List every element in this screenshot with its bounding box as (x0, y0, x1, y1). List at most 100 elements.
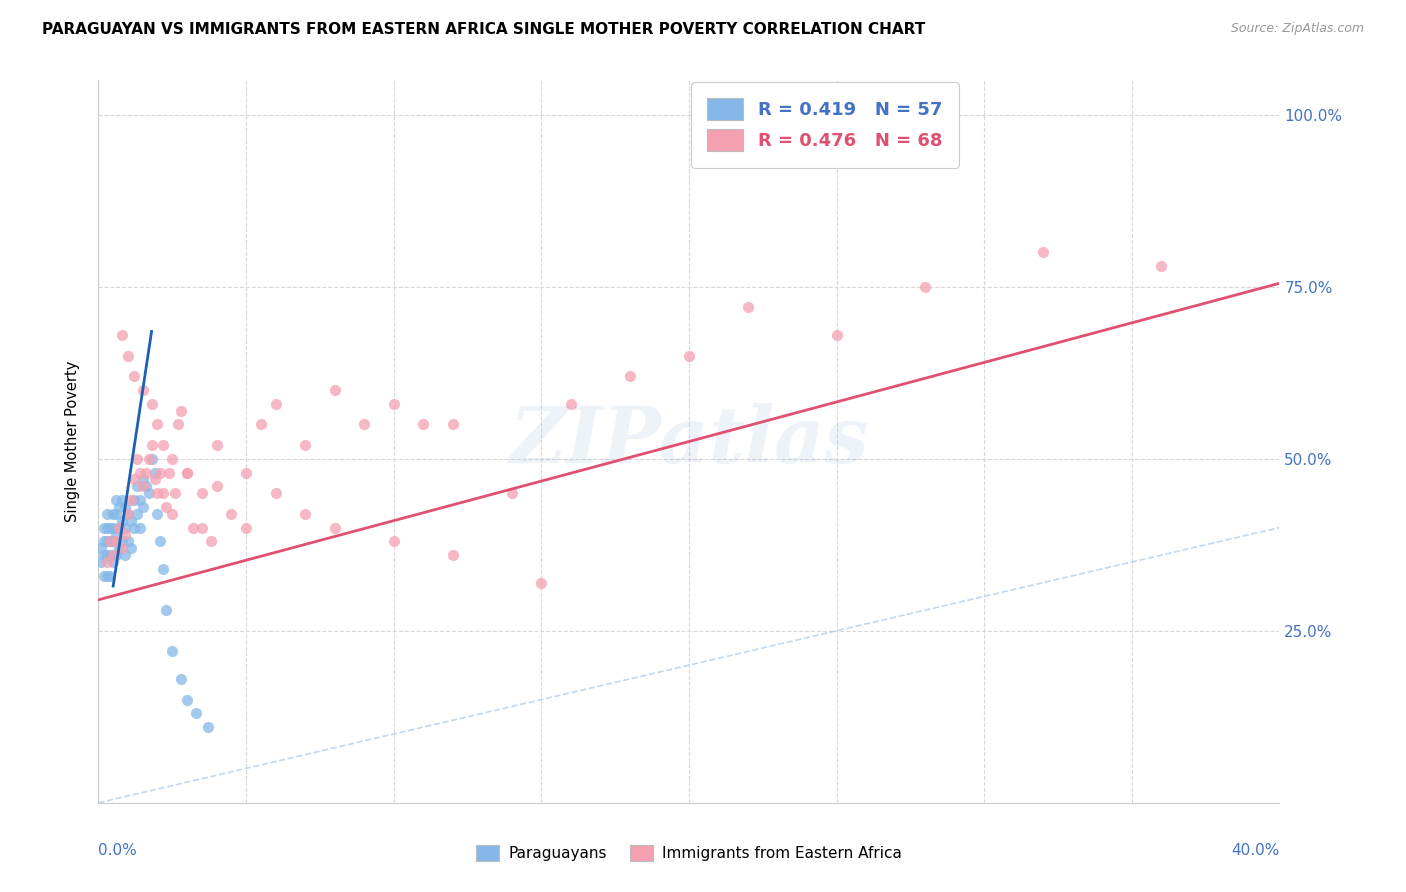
Point (264, 486, 287, 500)
Point (235, 466, 257, 480)
Point (146, 486, 169, 500)
Point (170, 672, 193, 686)
Point (98, 534, 121, 549)
Point (108, 520, 131, 534)
Point (143, 466, 166, 480)
Point (125, 479, 148, 493)
Point (122, 472, 145, 486)
Text: Source: ZipAtlas.com: Source: ZipAtlas.com (1230, 22, 1364, 36)
Point (146, 417, 169, 432)
Point (122, 369, 145, 384)
Point (120, 514, 142, 528)
Point (205, 479, 228, 493)
Point (323, 520, 346, 534)
Point (530, 575, 553, 590)
Point (143, 472, 166, 486)
Point (98, 548, 121, 562)
Y-axis label: Single Mother Poverty: Single Mother Poverty (65, 361, 80, 522)
Point (135, 479, 157, 493)
Point (125, 451, 148, 466)
Point (122, 520, 145, 534)
Point (382, 534, 405, 549)
Point (105, 527, 128, 541)
Point (117, 534, 139, 549)
Point (117, 349, 139, 363)
Point (152, 562, 174, 576)
Point (111, 514, 134, 528)
Point (1150, 259, 1173, 273)
Point (353, 417, 375, 432)
Point (176, 466, 198, 480)
Point (105, 534, 128, 549)
Point (103, 507, 125, 521)
Point (162, 507, 183, 521)
Point (184, 706, 207, 721)
Point (138, 451, 160, 466)
Point (96, 507, 118, 521)
Point (98, 568, 121, 582)
Point (128, 466, 150, 480)
Point (221, 507, 243, 521)
Point (294, 507, 316, 521)
Point (105, 493, 128, 508)
Point (96, 534, 118, 549)
Point (128, 520, 150, 534)
Point (1032, 245, 1054, 260)
Point (155, 500, 177, 514)
Point (103, 555, 125, 569)
Point (132, 479, 155, 493)
Point (197, 720, 219, 734)
Point (176, 466, 198, 480)
Point (141, 397, 163, 411)
Point (96, 568, 118, 582)
Point (96, 520, 118, 534)
Point (191, 520, 214, 534)
Point (108, 500, 131, 514)
Point (146, 507, 169, 521)
Point (162, 644, 183, 658)
Point (141, 451, 163, 466)
Point (98, 520, 121, 534)
Point (96, 555, 118, 569)
Point (120, 493, 142, 508)
Point (250, 417, 273, 432)
Point (152, 438, 174, 452)
Point (441, 548, 464, 562)
Point (105, 507, 128, 521)
Point (114, 500, 136, 514)
Point (93, 548, 115, 562)
Point (560, 397, 582, 411)
Point (191, 486, 214, 500)
Point (111, 327, 134, 342)
Point (105, 548, 128, 562)
Point (264, 397, 287, 411)
Point (98, 534, 121, 549)
Point (132, 472, 155, 486)
Legend: Paraguayans, Immigrants from Eastern Africa: Paraguayans, Immigrants from Eastern Afr… (470, 839, 908, 867)
Point (90, 541, 112, 556)
Point (205, 438, 228, 452)
Point (162, 451, 183, 466)
Point (323, 383, 346, 397)
Point (117, 507, 139, 521)
Point (737, 301, 759, 315)
Point (152, 486, 174, 500)
Text: 40.0%: 40.0% (1232, 843, 1279, 857)
Point (125, 507, 148, 521)
Text: ZIPatlas: ZIPatlas (509, 403, 869, 480)
Point (108, 541, 131, 556)
Point (93, 520, 115, 534)
Point (93, 534, 115, 549)
Point (176, 692, 198, 706)
Point (138, 486, 160, 500)
Point (103, 534, 125, 549)
Point (132, 500, 155, 514)
Point (111, 534, 134, 549)
Point (117, 507, 139, 521)
Point (235, 520, 257, 534)
Point (96, 548, 118, 562)
Point (441, 417, 464, 432)
Point (93, 568, 115, 582)
Point (111, 541, 134, 556)
Point (501, 486, 523, 500)
